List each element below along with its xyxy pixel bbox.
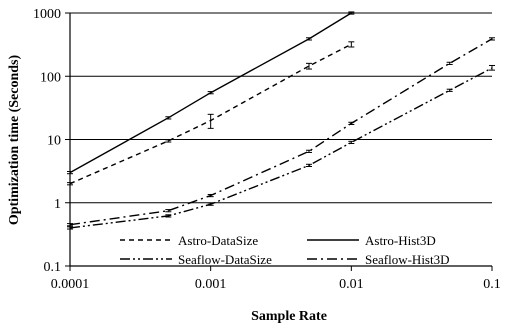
legend-item-seaflow-hist3d: Seaflow-Hist3D	[307, 252, 450, 267]
x-tick-label: 0.0001	[51, 277, 90, 292]
y-tick-label: 10	[47, 134, 61, 149]
series-group	[67, 11, 495, 230]
y-tick-label: 100	[40, 70, 61, 85]
series-astro-datasize	[67, 41, 355, 186]
series-line	[69, 67, 493, 229]
gridlines	[70, 12, 492, 267]
series-astro-hist3d	[67, 11, 355, 175]
legend: Astro-DataSize Astro-Hist3D Seaflow-DataSi…	[120, 233, 450, 267]
legend-label: Seaflow-DataSize	[178, 252, 272, 267]
series-line	[69, 38, 493, 226]
legend-item-seaflow-datasize: Seaflow-DataSize	[120, 252, 272, 267]
y-tick-label: 1000	[33, 7, 61, 22]
legend-item-astro-hist3d: Astro-Hist3D	[307, 233, 436, 248]
x-tick-label: 0.01	[339, 277, 364, 292]
legend-label: Astro-Hist3D	[365, 233, 436, 248]
x-axis-title: Sample Rate	[251, 309, 327, 324]
y-tick-label: 1	[54, 197, 61, 212]
tick-labels: 0.1 1 10 100 1000 0.0001 0.001 0.01 0.1	[33, 7, 501, 292]
series-seaflow-datasize	[67, 64, 495, 230]
y-axis-title: Optimization time (Seconds)	[7, 55, 22, 226]
x-tick-label: 0.1	[483, 277, 501, 292]
x-tick-label: 0.001	[195, 277, 227, 292]
y-tick-label: 0.1	[44, 260, 62, 275]
legend-label: Astro-DataSize	[178, 233, 258, 248]
axes	[65, 12, 493, 271]
legend-label: Seaflow-Hist3D	[365, 252, 450, 267]
legend-item-astro-datasize: Astro-DataSize	[120, 233, 258, 248]
series-seaflow-hist3d	[67, 37, 495, 227]
